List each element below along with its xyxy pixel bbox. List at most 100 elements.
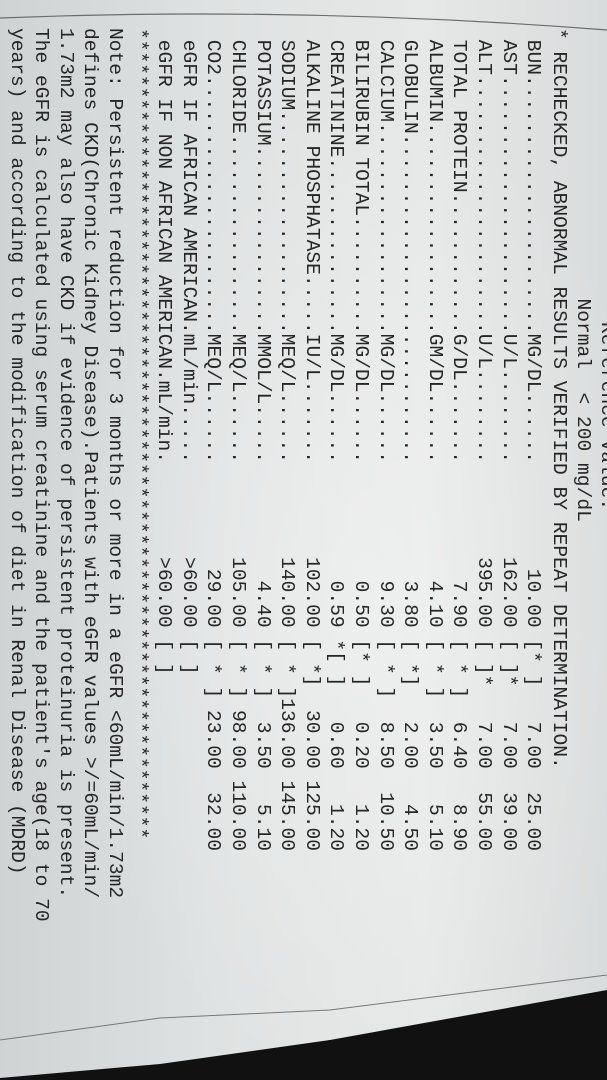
test-name: AST bbox=[497, 39, 520, 76]
reference-low: 0.60 bbox=[325, 721, 348, 769]
result-flag: [ *] bbox=[300, 639, 323, 687]
separator-line: ****************************************… bbox=[128, 28, 151, 840]
test-name: BUN bbox=[522, 39, 545, 76]
reference-low: 136.00 bbox=[276, 698, 299, 769]
leader-dots: ...... bbox=[325, 392, 348, 464]
leader-dots: ...... bbox=[227, 392, 249, 464]
leader-dots: ...................... bbox=[497, 75, 520, 334]
test-name: CALCIUM bbox=[374, 39, 397, 123]
test-name: ALBUMIN bbox=[423, 39, 446, 123]
note-line: years) and according to the modification… bbox=[5, 28, 28, 875]
reference-low: 0.20 bbox=[350, 721, 372, 769]
leader-dots: ................ bbox=[251, 145, 274, 334]
result-flag: [ * ] bbox=[227, 639, 249, 699]
result-flag: [ * ] bbox=[276, 639, 299, 699]
test-name: ALT bbox=[473, 39, 495, 76]
reference-high: 32.00 bbox=[202, 792, 225, 852]
normal-reference-line: Normal < 200 mg/dL bbox=[571, 28, 595, 1078]
test-name: eGFR IF AFRICAN AMERICAN bbox=[177, 39, 200, 322]
leader-dots: ..... bbox=[177, 404, 200, 464]
reference-value-heading: Reference Value: bbox=[595, 28, 607, 1078]
result-value: 105.00 bbox=[227, 557, 249, 628]
reference-high: 1.20 bbox=[325, 804, 348, 852]
reference-high: 55.00 bbox=[473, 792, 495, 852]
recheck-note: * RECHECKED, ABNORMAL RESULTS VERIFIED B… bbox=[547, 28, 571, 1078]
result-row: eGFR IF AFRICAN AMERICAN. mL/min..... >60.… bbox=[177, 28, 201, 1078]
unit: MEQ/L bbox=[276, 333, 299, 393]
unit: IU/L bbox=[300, 333, 323, 381]
leader-dots: ...... bbox=[350, 392, 372, 464]
leader-dots: . bbox=[177, 321, 200, 334]
leader-dots: ...................... bbox=[522, 75, 545, 334]
reference-low: 30.00 bbox=[300, 709, 323, 769]
recheck-marker: * bbox=[548, 28, 570, 40]
leader-dots: ...................... bbox=[202, 75, 225, 334]
result-row: GLOBULIN............................ 3.80… bbox=[398, 28, 422, 1078]
reference-low: 2.00 bbox=[399, 721, 422, 769]
unit: GM/DL bbox=[423, 333, 446, 393]
note-line: Note: Persistent reduction for 3 months … bbox=[104, 28, 126, 899]
result-value: 395.00 bbox=[473, 557, 495, 628]
result-flag: [* ] bbox=[522, 639, 545, 687]
leader-dots: ................. bbox=[227, 133, 249, 334]
unit: U/L bbox=[473, 333, 495, 369]
result-row: CREATININE............... MG/DL...... 0.59… bbox=[324, 28, 348, 1078]
leader-dots: ..... bbox=[251, 404, 274, 464]
result-flag: [ * ] bbox=[251, 639, 274, 699]
test-name: eGFR IF NON AFRICAN AMERICAN bbox=[153, 39, 176, 369]
reference-high: 110.00 bbox=[227, 780, 249, 852]
leader-dots: ........ bbox=[497, 368, 520, 464]
result-row: CO2...................... MEQ/L...... 29.0… bbox=[201, 28, 225, 1078]
result-flag: [ * ] bbox=[423, 639, 446, 699]
result-row: ALKALINE PHOSPHATASE..... IU/L....... 102.… bbox=[300, 28, 324, 1078]
test-name: CHLORIDE bbox=[227, 39, 249, 134]
leader-dots: .................. bbox=[374, 122, 397, 334]
leader-dots: ........... bbox=[399, 333, 422, 464]
result-row: CALCIUM.................. MG/DL...... 9.30… bbox=[374, 28, 398, 1078]
reference-low: 3.50 bbox=[423, 721, 446, 769]
result-value: 9.30 bbox=[374, 580, 397, 628]
result-row: eGFR IF NON AFRICAN AMERICAN. mL/min. >60.… bbox=[152, 28, 176, 1078]
test-name: CREATININE bbox=[325, 39, 348, 158]
result-value: 3.80 bbox=[399, 580, 422, 628]
unit: MG/DL bbox=[522, 333, 545, 393]
note-line: 1.73m2 may also have CKD if evidence of … bbox=[54, 28, 77, 899]
reference-low: 7.00 bbox=[497, 721, 520, 769]
leader-dots: .................. bbox=[423, 122, 446, 334]
reference-high: 5.10 bbox=[251, 804, 274, 852]
result-flag: *[ ] bbox=[325, 639, 348, 687]
result-row: TOTAL PROTEIN............ G/DL....... 7.90… bbox=[447, 28, 471, 1078]
unit: U/L bbox=[497, 333, 520, 369]
reference-low: 23.00 bbox=[202, 709, 225, 769]
unit: mL/min bbox=[177, 333, 200, 405]
reference-low: 6.40 bbox=[448, 721, 471, 769]
result-flag: [ ] bbox=[177, 639, 200, 675]
leader-dots: ................. bbox=[399, 133, 422, 334]
normal-value: < 200 mg/dL bbox=[572, 392, 594, 522]
unit: MEQ/L bbox=[227, 333, 249, 393]
result-value: 4.10 bbox=[423, 580, 446, 628]
result-value: >60.00 bbox=[153, 557, 176, 628]
leader-dots: ....... bbox=[300, 380, 323, 464]
result-flag: [ ]* bbox=[473, 639, 495, 687]
result-row: ALT...................... U/L........ 395.… bbox=[472, 28, 496, 1078]
reference-high: 4.50 bbox=[399, 804, 422, 852]
leader-dots: .......... bbox=[350, 216, 372, 334]
leader-dots: ....... bbox=[448, 380, 471, 464]
reference-high: 39.00 bbox=[497, 792, 520, 852]
reference-high: 1.20 bbox=[350, 804, 372, 852]
result-row: AST...................... U/L........ 162.… bbox=[497, 28, 521, 1078]
note-line: defines CKD(Chronic Kidney Disease).Pati… bbox=[79, 28, 102, 899]
leader-dots: . bbox=[153, 368, 176, 381]
test-name: CO2 bbox=[202, 39, 225, 76]
leader-dots: ...... bbox=[423, 392, 446, 464]
leader-dots: ........ bbox=[473, 368, 495, 464]
reference-high: 25.00 bbox=[522, 792, 545, 852]
leader-dots: ................... bbox=[276, 110, 299, 334]
result-row: BILIRUBIN TOTAL.......... MG/DL...... 0.50… bbox=[349, 28, 373, 1078]
unit: MG/DL bbox=[325, 333, 348, 393]
note-line: The eGFR is calculated using serum creat… bbox=[30, 28, 53, 922]
result-value: 10.00 bbox=[522, 568, 545, 628]
result-flag: [* ] bbox=[350, 639, 372, 687]
